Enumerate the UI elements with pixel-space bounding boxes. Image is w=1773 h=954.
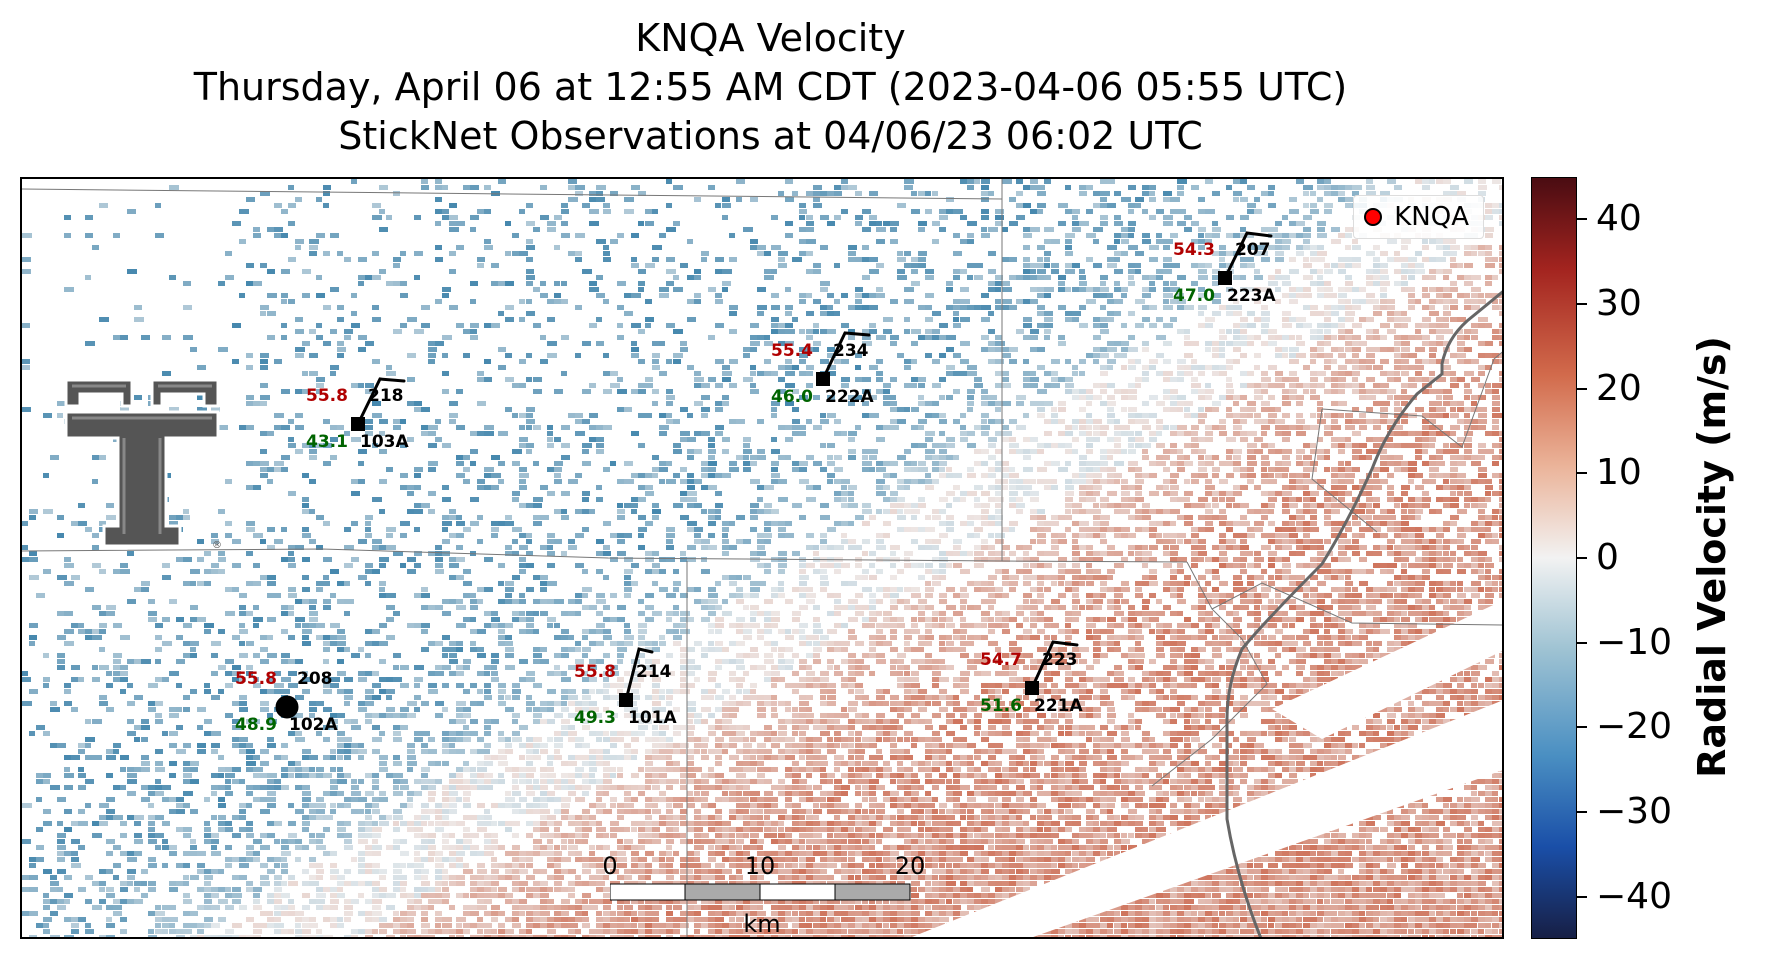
- wind-barb-icon: [821, 331, 871, 381]
- station-marker[interactable]: [351, 417, 365, 431]
- wind-barb-icon: [356, 377, 406, 426]
- colorbar-title: Radial Velocity (m/s): [1690, 336, 1734, 778]
- colorbar-tick: [1577, 218, 1587, 221]
- colorbar-tick: [1577, 726, 1587, 729]
- colorbar-tick-label: 20: [1596, 367, 1642, 409]
- station-sub-id: 103A: [360, 432, 409, 452]
- legend-label: KNQA: [1394, 202, 1469, 232]
- colorbar-tick: [1577, 811, 1587, 813]
- station-temperature: 54.7: [980, 650, 1022, 670]
- station-temperature: 55.8: [306, 386, 348, 406]
- radar-site-marker-icon: [1364, 208, 1383, 226]
- station-temperature: 55.8: [235, 669, 277, 689]
- colorbar-tick-label: 0: [1596, 537, 1619, 578]
- station-sub-id: 222A: [825, 387, 874, 407]
- station-marker[interactable]: [1218, 271, 1232, 285]
- velocity-colorbar: [1531, 177, 1577, 939]
- title-line-1: KNQA Velocity: [635, 16, 906, 60]
- radar-map-panel[interactable]: ® KNQA 55.8 218 43.1 103A 55.4 234 46.0 222A 54.…: [20, 177, 1504, 939]
- station-temperature: 54.3: [1173, 240, 1215, 260]
- station-temperature: 55.8: [574, 662, 616, 682]
- colorbar-tick: [1577, 472, 1587, 475]
- texas-tech-logo: ®: [64, 378, 222, 551]
- station-dewpoint: 49.3: [574, 708, 616, 728]
- station-dewpoint: 47.0: [1173, 286, 1215, 306]
- colorbar-tick-label: 10: [1596, 452, 1642, 494]
- state-boundary: [1225, 290, 1502, 937]
- station-id: 218: [368, 386, 404, 406]
- scalebar-tick-20: 20: [894, 852, 926, 880]
- scalebar-tick-10: 10: [744, 852, 776, 880]
- colorbar-tick: [1577, 303, 1587, 305]
- station-temperature: 55.4: [771, 341, 813, 361]
- station-id: 234: [833, 341, 869, 361]
- colorbar-tick-label: −40: [1596, 875, 1672, 917]
- title-line-2: Thursday, April 06 at 12:55 AM CDT (2023…: [193, 65, 1348, 109]
- colorbar-tick-label: 40: [1596, 198, 1642, 240]
- colorbar-tick: [1577, 557, 1587, 559]
- colorbar-tick-label: 30: [1596, 283, 1642, 324]
- station-marker[interactable]: [619, 693, 633, 707]
- station-marker[interactable]: [1025, 681, 1039, 695]
- wind-barb-icon: [624, 647, 654, 702]
- station-sub-id: 221A: [1034, 696, 1083, 716]
- station-sub-id: 101A: [628, 708, 677, 728]
- station-id: 207: [1235, 240, 1271, 260]
- colorbar-tick: [1577, 641, 1587, 644]
- map-legend: KNQA: [1353, 195, 1484, 239]
- wind-barbs: [356, 231, 1273, 702]
- colorbar-tick-label: −30: [1596, 791, 1672, 832]
- county-boundaries: [22, 179, 1502, 937]
- station-dewpoint: 51.6: [980, 696, 1022, 716]
- station-marker[interactable]: [275, 695, 299, 719]
- colorbar-tick-label: −20: [1596, 706, 1672, 748]
- radar-velocity-field: [22, 179, 1502, 937]
- station-dewpoint: 48.9: [235, 715, 277, 735]
- station-markers: [275, 271, 1232, 719]
- colorbar-tick: [1577, 387, 1587, 390]
- scalebar-tick-0: 0: [602, 852, 618, 880]
- colorbar-tick: [1577, 895, 1587, 898]
- station-id: 208: [297, 669, 333, 689]
- station-sub-id: 102A: [289, 715, 338, 735]
- station-sub-id: 223A: [1227, 286, 1276, 306]
- station-id: 223: [1042, 650, 1078, 670]
- station-marker[interactable]: [816, 372, 830, 386]
- station-id: 214: [636, 662, 672, 682]
- station-dewpoint: 43.1: [306, 432, 348, 452]
- colorbar-tick-label: −10: [1596, 621, 1672, 663]
- title-line-3: StickNet Observations at 04/06/23 06:02 …: [338, 114, 1203, 158]
- wind-barb-icon: [1030, 640, 1079, 690]
- scalebar-unit: km: [743, 910, 781, 938]
- wind-barb-icon: [1223, 231, 1273, 280]
- station-dewpoint: 46.0: [771, 387, 813, 407]
